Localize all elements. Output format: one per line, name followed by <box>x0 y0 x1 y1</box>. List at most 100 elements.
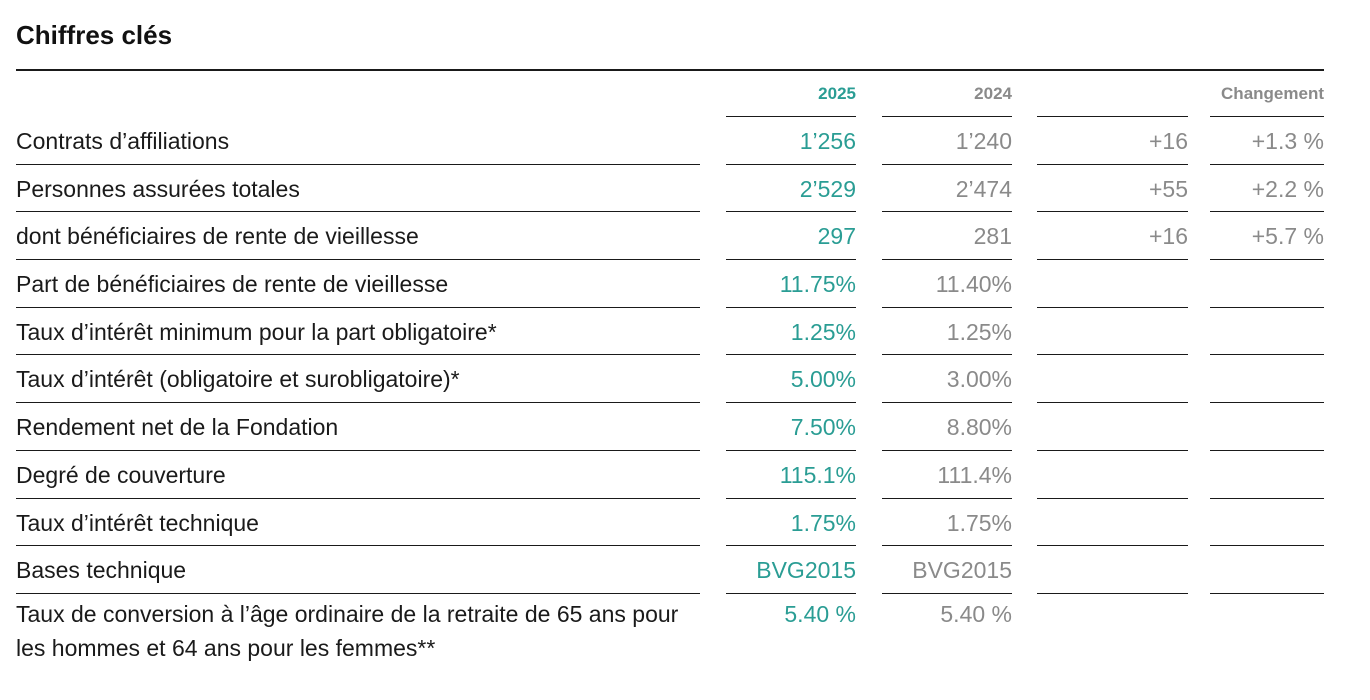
row-divider-change-pct <box>1210 354 1324 356</box>
value-2024: 281 <box>973 223 1012 250</box>
value-2024: 1.75% <box>946 509 1012 536</box>
value-2025: 1’256 <box>799 128 856 154</box>
row-divider-2024 <box>882 259 1012 261</box>
row-divider-change-abs <box>1037 497 1188 499</box>
row-divider <box>16 592 700 594</box>
row-divider-2025 <box>726 211 856 213</box>
row-divider-2024 <box>882 545 1012 547</box>
value-2025: 297 <box>817 223 856 250</box>
page-title: Chiffres clés <box>16 20 173 50</box>
row-label: dont bénéficiaires de rente de vieilless… <box>16 223 419 250</box>
row-divider <box>16 259 700 261</box>
value-2025: 2’529 <box>799 175 856 202</box>
row-divider-change-pct <box>1210 497 1324 499</box>
row-divider-change-pct <box>1210 259 1324 261</box>
table-row: Personnes assurées totales 2’529 2’474 +55 +… <box>0 165 1370 213</box>
row-divider-change-pct <box>1210 545 1324 547</box>
change-percent: +2.2 % <box>1251 175 1324 202</box>
row-divider-change-pct <box>1210 592 1324 594</box>
change-percent: +5.7 % <box>1251 223 1324 250</box>
row-label: Taux d’intérêt (obligatoire et surobliga… <box>16 366 460 393</box>
table-row: Degré de couverture 115.1% 111.4% <box>0 451 1370 499</box>
row-divider <box>16 497 700 499</box>
value-2025: 5.40 % <box>784 600 856 627</box>
row-divider-2025 <box>726 545 856 547</box>
row-divider-2024 <box>882 163 1012 165</box>
row-label: Personnes assurées totales <box>16 175 300 202</box>
row-divider <box>16 354 700 356</box>
value-2025: BVG2015 <box>756 557 856 584</box>
row-divider-2025 <box>726 259 856 261</box>
row-divider-change-pct <box>1210 402 1324 404</box>
table-row: Contrats d’affiliations 1’256 1’240 +16 +1.3… <box>0 117 1370 165</box>
row-divider-2024 <box>882 211 1012 213</box>
change-absolute: +16 <box>1148 223 1188 250</box>
row-divider-change-abs <box>1037 592 1188 594</box>
value-2024: 5.40 % <box>940 600 1012 627</box>
header-divider-2024 <box>882 116 1012 117</box>
row-divider-2024 <box>882 354 1012 356</box>
value-2024: BVG2015 <box>912 557 1012 584</box>
value-2024: 8.80% <box>946 414 1012 441</box>
row-label: Degré de couverture <box>16 461 226 488</box>
row-divider-change-abs <box>1037 259 1188 261</box>
row-divider <box>16 211 700 213</box>
table-row: Taux d’intérêt minimum pour la part obli… <box>0 308 1370 356</box>
change-absolute: +55 <box>1148 175 1188 202</box>
change-percent: +1.3 % <box>1251 128 1324 154</box>
table-row: Part de bénéficiaires de rente de vieill… <box>0 260 1370 308</box>
value-2025: 1.25% <box>790 318 856 345</box>
header-divider-2025 <box>726 116 856 117</box>
table-row: Rendement net de la Fondation 7.50% 8.80% <box>0 403 1370 451</box>
row-divider-change-abs <box>1037 402 1188 404</box>
table-row: Taux d’intérêt (obligatoire et surobliga… <box>0 355 1370 404</box>
row-label: Taux de conversion à l’âge ordinaire de … <box>16 600 679 661</box>
row-divider-2024 <box>882 402 1012 404</box>
row-divider-2025 <box>726 592 856 594</box>
row-divider-change-abs <box>1037 306 1188 308</box>
value-2024: 2’474 <box>955 175 1012 202</box>
table-row: Bases technique BVG2015 BVG2015 <box>0 546 1370 594</box>
row-divider-2025 <box>726 449 856 451</box>
row-divider-2025 <box>726 402 856 404</box>
row-label: Bases technique <box>16 557 187 584</box>
row-divider-2024 <box>882 497 1012 499</box>
value-2024: 11.40% <box>935 271 1012 298</box>
value-2025: 11.75% <box>779 271 856 298</box>
row-divider-2025 <box>726 306 856 308</box>
row-divider-2024 <box>882 592 1012 594</box>
row-divider-change-abs <box>1037 354 1188 356</box>
row-label: Taux d’intérêt minimum pour la part obli… <box>16 318 497 345</box>
value-2025: 7.50% <box>790 414 856 441</box>
column-header-2024: 2024 <box>974 84 1012 103</box>
row-label: Rendement net de la Fondation <box>16 414 339 441</box>
header-divider-change-abs <box>1037 116 1188 117</box>
value-2025: 5.00% <box>790 366 856 393</box>
title-divider <box>16 69 1324 71</box>
table-row: Taux de conversion à l’âge ordinaire de … <box>0 594 1370 684</box>
key-figures-table: Contrats d’affiliations 1’256 1’240 +16 +1.3… <box>0 117 1370 684</box>
row-divider-2025 <box>726 163 856 165</box>
table-row: Taux d’intérêt technique 1.75% 1.75% <box>0 499 1370 547</box>
row-divider-change-abs <box>1037 545 1188 547</box>
value-2024: 3.00% <box>946 366 1012 393</box>
row-divider-change-pct <box>1210 163 1324 165</box>
row-divider-change-abs <box>1037 449 1188 451</box>
value-2025: 115.1% <box>779 461 856 488</box>
row-divider <box>16 163 700 165</box>
row-divider-2025 <box>726 354 856 356</box>
row-divider-change-abs <box>1037 163 1188 165</box>
change-absolute: +16 <box>1148 128 1188 154</box>
row-divider-change-abs <box>1037 211 1188 213</box>
value-2025: 1.75% <box>790 509 856 536</box>
value-2024: 1’240 <box>955 128 1012 154</box>
row-divider <box>16 449 700 451</box>
row-divider <box>16 306 700 308</box>
row-divider <box>16 402 700 404</box>
row-divider-change-pct <box>1210 449 1324 451</box>
row-label: Part de bénéficiaires de rente de vieill… <box>16 271 449 298</box>
row-label: Taux d’intérêt technique <box>16 509 259 536</box>
row-divider-change-pct <box>1210 306 1324 308</box>
row-divider-change-pct <box>1210 211 1324 213</box>
value-2024: 111.4% <box>937 461 1012 488</box>
